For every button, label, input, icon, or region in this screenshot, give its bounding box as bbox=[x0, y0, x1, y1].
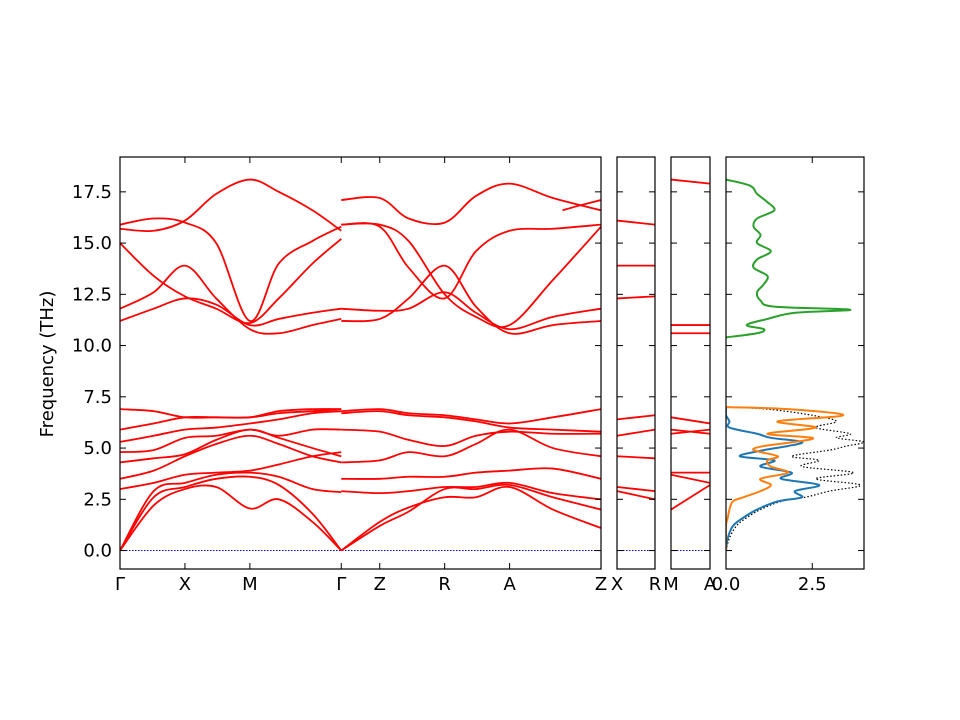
band-line bbox=[120, 434, 342, 480]
y-tick-label: 12.5 bbox=[72, 284, 112, 305]
band-line bbox=[341, 428, 601, 447]
band-line bbox=[120, 451, 342, 490]
y-tick-label: 15.0 bbox=[72, 233, 112, 254]
band-line bbox=[120, 217, 342, 322]
band-line bbox=[341, 408, 601, 425]
band-line bbox=[341, 481, 601, 501]
band-line bbox=[341, 222, 601, 300]
band-line bbox=[341, 467, 601, 480]
plot-area bbox=[617, 219, 655, 552]
x-tick-label: Z bbox=[374, 574, 386, 595]
band-line bbox=[120, 484, 342, 552]
band-line bbox=[562, 199, 601, 212]
band-line bbox=[617, 428, 655, 437]
x-tick-label: A bbox=[704, 574, 717, 595]
x-tick-label: Γ bbox=[115, 574, 125, 595]
x-tick-label: X bbox=[179, 574, 191, 595]
dos-series-line bbox=[726, 178, 852, 339]
band-line bbox=[341, 410, 601, 433]
band-line bbox=[120, 410, 342, 443]
band-line bbox=[120, 238, 342, 324]
y-tick-label: 2.5 bbox=[83, 489, 112, 510]
band-line bbox=[120, 428, 342, 464]
band-line bbox=[671, 473, 710, 484]
x-tick-label: 2.5 bbox=[798, 574, 827, 595]
band-line bbox=[671, 428, 710, 435]
plot-area bbox=[726, 178, 864, 551]
band-line bbox=[120, 178, 342, 233]
plot-area bbox=[120, 178, 601, 552]
band-line bbox=[120, 264, 342, 335]
x-tick-label: M bbox=[242, 574, 258, 595]
x-tick-label: Γ bbox=[336, 574, 346, 595]
panel-frame bbox=[119, 156, 602, 570]
y-tick-label: 7.5 bbox=[83, 387, 112, 408]
band-line bbox=[120, 475, 342, 552]
panel-4: 0.0 2.5 bbox=[712, 156, 865, 595]
chart-panels: 0.02.55.07.510.012.515.017.5Γ X M Γ Z R A Z X R M A… bbox=[72, 156, 865, 595]
x-tick-label: Z bbox=[595, 574, 607, 595]
x-tick-label: R bbox=[438, 574, 451, 595]
x-tick-label: A bbox=[503, 574, 516, 595]
band-line bbox=[120, 428, 342, 454]
band-line bbox=[341, 222, 601, 329]
x-tick-label: 0.0 bbox=[712, 574, 741, 595]
dos-series-line bbox=[726, 406, 864, 551]
band-line bbox=[671, 416, 710, 425]
band-line bbox=[341, 291, 601, 331]
dos-series-line bbox=[726, 406, 845, 551]
band-line bbox=[340, 485, 601, 552]
band-line bbox=[120, 471, 342, 551]
band-line bbox=[617, 455, 655, 460]
y-tick-label: 0.0 bbox=[83, 541, 112, 562]
x-tick-label: X bbox=[611, 574, 623, 595]
y-tick-label: 5.0 bbox=[83, 438, 112, 459]
band-line bbox=[341, 264, 601, 335]
panel-frame bbox=[670, 156, 711, 570]
y-axis-label: Frequency (THz) bbox=[37, 291, 58, 438]
band-line bbox=[671, 484, 710, 511]
band-line bbox=[120, 408, 342, 419]
band-line bbox=[617, 295, 655, 300]
y-tick-label: 17.5 bbox=[72, 182, 112, 203]
y-tick-label: 10.0 bbox=[72, 336, 112, 357]
band-line bbox=[341, 428, 601, 464]
band-line bbox=[671, 178, 710, 185]
panel-frame bbox=[725, 156, 865, 570]
band-line bbox=[617, 490, 655, 501]
x-tick-label: M bbox=[663, 574, 679, 595]
x-tick-label: R bbox=[649, 574, 662, 595]
band-line bbox=[617, 219, 655, 226]
band-line bbox=[341, 182, 601, 226]
plot-area bbox=[671, 178, 710, 552]
band-line bbox=[617, 486, 655, 493]
band-line bbox=[617, 414, 655, 421]
panel-frame bbox=[616, 156, 656, 570]
